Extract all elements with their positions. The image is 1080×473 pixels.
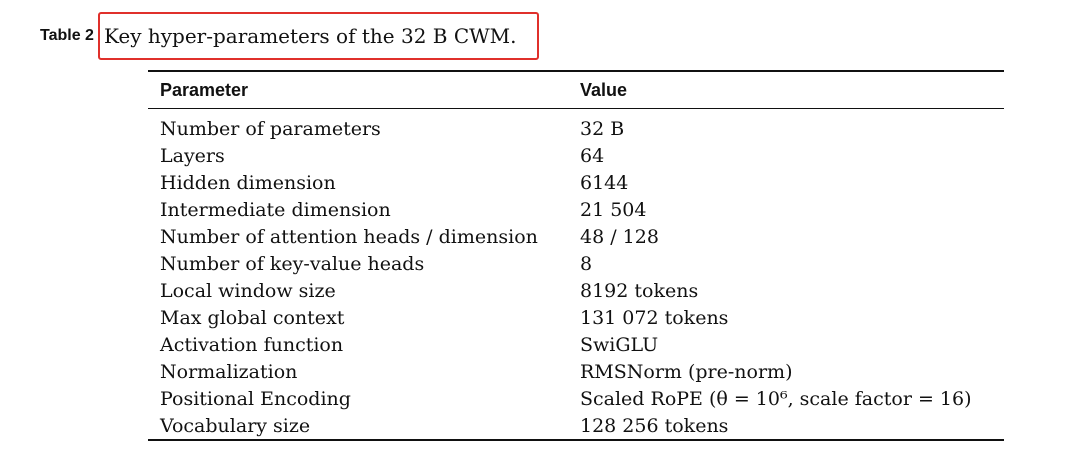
parameter-cell: Intermediate dimension [160,198,391,221]
parameter-cell: Vocabulary size [160,414,311,437]
table-row: Intermediate dimension 21 504 [148,196,1004,223]
value-cell: Scaled RoPE (θ = 10⁶, scale factor = 16) [580,387,972,410]
parameter-cell: Positional Encoding [160,387,351,410]
table-header-row: Parameter Value [148,71,1004,109]
table-row: Activation function SwiGLU [148,331,1004,358]
value-cell: 128 256 tokens [580,414,729,437]
parameter-cell: Normalization [160,360,298,383]
value-cell: 8192 tokens [580,279,699,302]
hyperparameter-table: Parameter Value Number of parameters 32 … [148,70,1004,441]
parameter-cell: Number of parameters [160,117,381,140]
table-row: Vocabulary size 128 256 tokens [148,412,1004,440]
parameter-cell: Activation function [160,333,344,356]
parameter-cell: Number of attention heads / dimension [160,225,538,248]
header-parameter: Parameter [160,79,249,100]
table-row: Number of parameters 32 B [148,109,1004,143]
value-cell: SwiGLU [580,333,659,356]
value-cell: 48 / 128 [580,225,659,248]
caption-text: Key hyper-parameters of the 32 B CWM. [103,24,517,48]
value-cell: 64 [580,144,605,167]
parameter-cell: Hidden dimension [160,171,336,194]
table-row: Number of attention heads / dimension 48… [148,223,1004,250]
table-row: Number of key-value heads 8 [148,250,1004,277]
value-cell: 131 072 tokens [580,306,729,329]
value-cell: 8 [580,252,593,275]
header-value: Value [580,79,628,100]
table-row: Layers 64 [148,142,1004,169]
table-row: Positional Encoding Scaled RoPE (θ = 10⁶… [148,385,1004,412]
hyperparameter-table-container: Parameter Value Number of parameters 32 … [148,70,1004,441]
parameter-cell: Local window size [160,279,336,302]
table-row: Normalization RMSNorm (pre-norm) [148,358,1004,385]
parameter-cell: Layers [160,144,225,167]
value-cell: 6144 [580,171,629,194]
parameter-cell: Max global context [160,306,345,329]
table-caption: Table 2 Key hyper-parameters of the 32 B… [40,12,539,60]
caption-highlight-box: Key hyper-parameters of the 32 B CWM. [97,12,539,60]
parameter-cell: Number of key-value heads [160,252,425,275]
value-cell: 21 504 [580,198,647,221]
table-row: Hidden dimension 6144 [148,169,1004,196]
value-cell: RMSNorm (pre-norm) [580,360,793,383]
caption-label: Table 2 [40,27,94,44]
table-row: Local window size 8192 tokens [148,277,1004,304]
table-row: Max global context 131 072 tokens [148,304,1004,331]
value-cell: 32 B [580,117,625,140]
